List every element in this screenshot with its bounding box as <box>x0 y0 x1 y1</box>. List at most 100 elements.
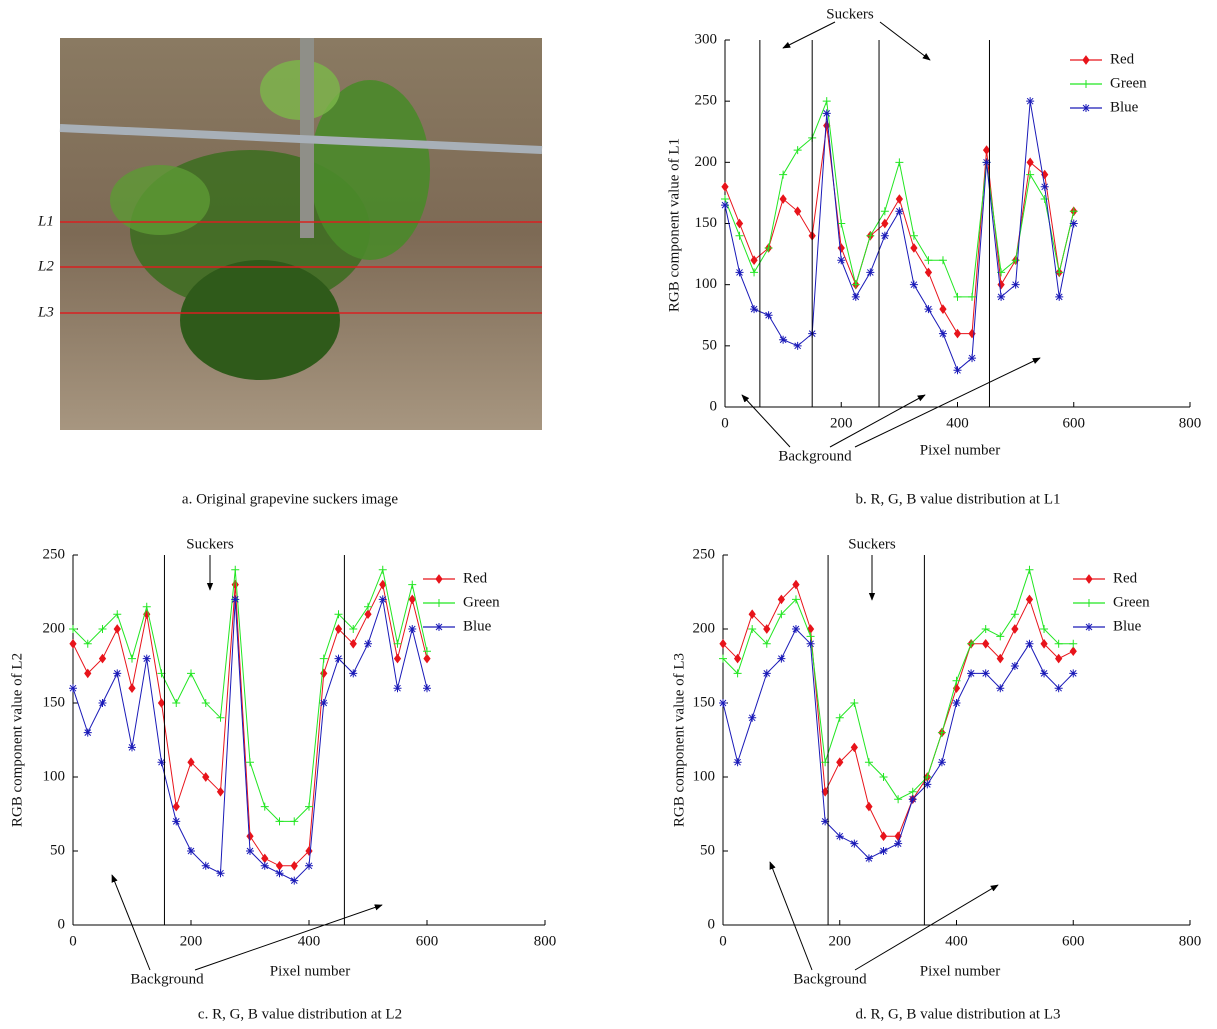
y-tick-label: 50 <box>50 842 65 858</box>
annotation: Background <box>778 448 852 464</box>
data-point <box>864 758 873 767</box>
data-point <box>216 869 225 878</box>
data-point <box>851 292 860 301</box>
y-axis-label: RGB component value of L1 <box>666 138 682 312</box>
data-point <box>822 97 831 106</box>
data-point <box>1025 594 1034 605</box>
data-point <box>142 654 151 663</box>
annotation-arrow <box>854 357 1041 448</box>
data-point <box>748 713 757 722</box>
caption: c. R, G, B value distribution at L2 <box>198 1006 402 1022</box>
x-tick-label: 800 <box>1179 933 1202 949</box>
data-point <box>128 654 136 663</box>
legend-label: Red <box>1113 570 1138 586</box>
data-point <box>982 638 990 649</box>
data-point <box>764 311 773 320</box>
data-point <box>334 654 343 663</box>
data-point <box>275 860 284 871</box>
data-point <box>69 638 77 649</box>
legend-label: Green <box>463 594 500 610</box>
data-point <box>1040 638 1048 649</box>
data-point <box>953 366 962 375</box>
data-point <box>733 758 742 767</box>
data-point <box>806 639 815 648</box>
data-point <box>231 595 240 604</box>
data-point <box>1054 684 1063 693</box>
data-point <box>1025 565 1034 574</box>
x-tick-label: 200 <box>180 933 203 949</box>
data-point <box>937 728 946 737</box>
legend-label: Green <box>1113 594 1150 610</box>
data-point <box>762 639 771 648</box>
data-point <box>187 847 195 855</box>
data-point <box>128 683 136 694</box>
data-point <box>894 795 903 804</box>
y-tick-label: 150 <box>43 694 66 710</box>
x-tick-label: 200 <box>830 415 853 431</box>
annotation: Suckers <box>848 536 896 552</box>
data-point <box>866 231 875 240</box>
data-point <box>231 565 240 574</box>
data-point <box>981 625 990 633</box>
data-point <box>879 847 888 855</box>
data-point <box>733 669 742 678</box>
data-point <box>157 698 166 708</box>
annotation: Suckers <box>826 6 874 22</box>
data-point <box>201 861 210 870</box>
data-point <box>393 639 402 648</box>
data-point <box>879 773 888 781</box>
data-point <box>1011 280 1020 289</box>
data-point <box>379 579 387 590</box>
annotation: Background <box>793 971 867 987</box>
y-tick-label: 250 <box>695 93 718 109</box>
data-point <box>952 699 961 707</box>
data-point <box>290 817 299 826</box>
data-point <box>172 699 181 707</box>
data-point <box>187 669 195 678</box>
legend-label: Blue <box>463 618 492 634</box>
data-point <box>762 669 771 678</box>
data-point <box>779 194 787 204</box>
annotation-arrow <box>782 21 836 49</box>
caption: a. Original grapevine suckers image <box>182 491 399 507</box>
data-point <box>837 219 846 228</box>
data-point <box>996 653 1004 664</box>
data-point <box>1069 669 1078 678</box>
data-point <box>895 194 903 204</box>
data-point <box>792 579 800 590</box>
x-tick-label: 400 <box>946 415 969 431</box>
data-point <box>953 292 962 301</box>
annotation-arrow <box>829 394 926 448</box>
data-point <box>793 341 802 350</box>
data-point <box>1025 639 1034 648</box>
x-tick-label: 800 <box>1179 415 1202 431</box>
data-point <box>349 669 358 678</box>
data-point <box>777 610 786 619</box>
data-point <box>982 158 991 167</box>
data-point <box>791 625 800 633</box>
data-point <box>851 280 860 289</box>
x-tick-label: 200 <box>829 933 852 949</box>
data-point <box>408 580 417 589</box>
data-point <box>763 624 771 634</box>
legend-marker <box>1082 104 1090 112</box>
data-point <box>967 639 976 648</box>
data-point <box>719 699 727 707</box>
data-point <box>364 639 372 648</box>
caption: b. R, G, B value distribution at L1 <box>856 491 1061 507</box>
data-point <box>260 861 269 870</box>
annotation-arrow <box>769 861 813 971</box>
series-line <box>72 568 428 822</box>
data-point <box>894 839 903 848</box>
data-point <box>895 207 904 216</box>
x-tick-label: 600 <box>1062 933 1085 949</box>
y-axis-label: RGB component value of L2 <box>9 653 25 827</box>
data-point <box>880 207 889 216</box>
data-point <box>748 625 757 633</box>
legend-marker <box>1085 623 1093 631</box>
data-point <box>1054 639 1063 648</box>
data-point <box>319 699 328 707</box>
data-point <box>721 181 729 192</box>
data-point <box>260 802 269 811</box>
data-point <box>378 595 387 604</box>
